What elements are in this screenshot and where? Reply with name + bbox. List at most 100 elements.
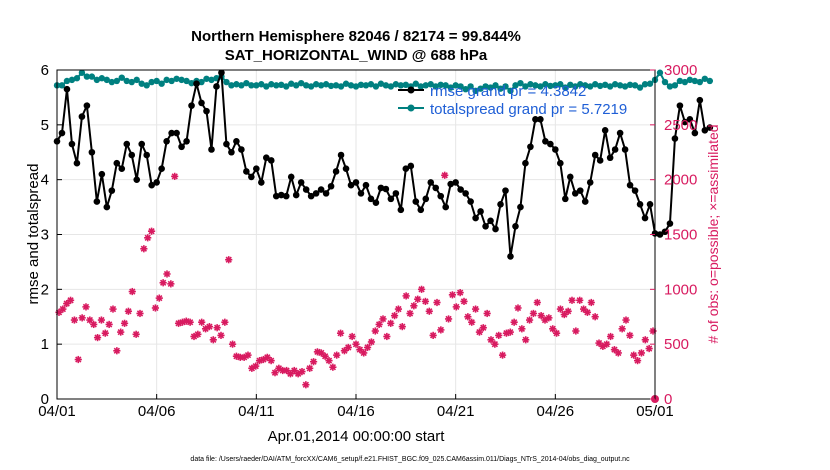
y-tick-label: 6 — [41, 62, 49, 79]
obs-marker — [425, 307, 433, 315]
rmse-marker — [258, 179, 265, 186]
totalspread-marker — [148, 78, 155, 86]
obs-marker — [618, 325, 626, 333]
rmse-marker — [591, 151, 599, 159]
totalspread-marker — [357, 81, 365, 89]
totalspread-marker — [681, 78, 689, 86]
rmse-marker — [342, 165, 350, 172]
totalspread-marker — [128, 78, 135, 86]
totalspread-marker — [592, 81, 599, 88]
rmse-marker — [621, 146, 629, 153]
obs-marker — [109, 305, 117, 313]
obs-marker — [525, 316, 534, 324]
obs-marker — [90, 320, 98, 329]
x-tick-label: 04/06 — [138, 403, 176, 420]
obs-marker — [144, 234, 152, 242]
obs-marker — [456, 289, 464, 297]
obs-marker — [383, 332, 391, 341]
obs-marker — [387, 319, 395, 327]
totalspread-marker — [113, 77, 121, 85]
totalspread-marker — [253, 82, 260, 89]
obs-marker — [205, 323, 214, 331]
rmse-marker — [606, 154, 614, 162]
rmse-marker — [457, 186, 464, 193]
obs-marker — [514, 304, 522, 312]
totalspread-marker — [542, 81, 549, 88]
grid-lines — [56, 69, 656, 400]
rmse-marker — [636, 201, 644, 208]
obs-marker — [614, 349, 622, 357]
obs-marker — [441, 171, 449, 179]
totalspread-marker — [626, 81, 634, 89]
rmse-marker — [302, 186, 310, 193]
rmse-marker — [661, 228, 669, 236]
rmse-marker — [68, 140, 76, 148]
totalspread-marker — [327, 82, 335, 90]
totalspread-marker — [492, 82, 499, 89]
rmse-marker — [123, 140, 131, 148]
totalspread-marker — [73, 75, 81, 82]
rmse-marker — [492, 225, 499, 233]
totalspread-marker — [332, 82, 340, 89]
totalspread-marker — [427, 81, 434, 88]
rmse-marker — [83, 102, 91, 109]
rmse-marker — [228, 148, 235, 156]
y-tick-label: 0 — [41, 391, 49, 408]
obs-marker — [120, 319, 129, 327]
obs-marker — [402, 292, 410, 300]
obs-marker — [568, 296, 576, 304]
totalspread-marker — [487, 84, 494, 91]
totalspread-marker — [163, 76, 170, 84]
rmse-marker — [427, 179, 435, 186]
obs-marker — [421, 297, 430, 305]
obs-marker — [622, 316, 630, 324]
rmse-marker — [527, 143, 534, 151]
obs-marker — [564, 307, 572, 315]
rmse-marker — [128, 151, 136, 159]
totalspread-marker — [437, 81, 444, 89]
obs-marker — [510, 318, 518, 326]
totalspread-marker — [317, 82, 325, 89]
totalspread-marker — [417, 83, 424, 90]
totalspread-marker — [616, 82, 624, 89]
obs-marker — [117, 328, 125, 336]
totalspread-marker — [178, 76, 185, 84]
totalspread-marker — [621, 83, 629, 90]
totalspread-marker — [442, 82, 449, 89]
obs-marker — [151, 304, 160, 312]
totalspread-marker — [208, 76, 215, 84]
obs-marker — [533, 298, 541, 307]
y2-tick-label: 500 — [664, 336, 689, 353]
obs-marker — [630, 351, 638, 359]
totalspread-marker — [387, 83, 395, 90]
totalspread-marker — [118, 74, 125, 81]
rmse-marker — [148, 181, 155, 189]
totalspread-marker — [198, 78, 205, 86]
totalspread-marker — [297, 79, 305, 87]
totalspread-marker — [467, 83, 474, 90]
rmse-marker — [507, 253, 514, 260]
totalspread-marker — [527, 81, 534, 88]
obs-marker — [433, 298, 441, 307]
rmse-marker — [601, 127, 609, 134]
rmse-marker — [452, 179, 459, 186]
totalspread-marker — [701, 75, 709, 82]
obs-marker — [167, 280, 175, 288]
obs-marker — [633, 357, 642, 365]
obs-marker — [221, 318, 229, 326]
rmse-marker — [93, 198, 101, 205]
obs-marker — [414, 295, 422, 303]
totalspread-marker — [452, 82, 459, 89]
rmse-marker — [557, 159, 564, 167]
rmse-marker — [73, 159, 81, 167]
obs-marker — [147, 227, 156, 235]
totalspread-marker — [103, 76, 111, 84]
obs-marker — [186, 318, 194, 326]
totalspread-marker — [706, 77, 714, 85]
rmse-marker — [193, 80, 200, 88]
legend: rmse grand pr = 4.3842 totalspread grand… — [398, 83, 627, 118]
totalspread-marker — [377, 80, 385, 87]
rmse-marker — [417, 206, 425, 214]
rmse-marker — [253, 165, 260, 172]
obs-marker — [348, 332, 356, 341]
